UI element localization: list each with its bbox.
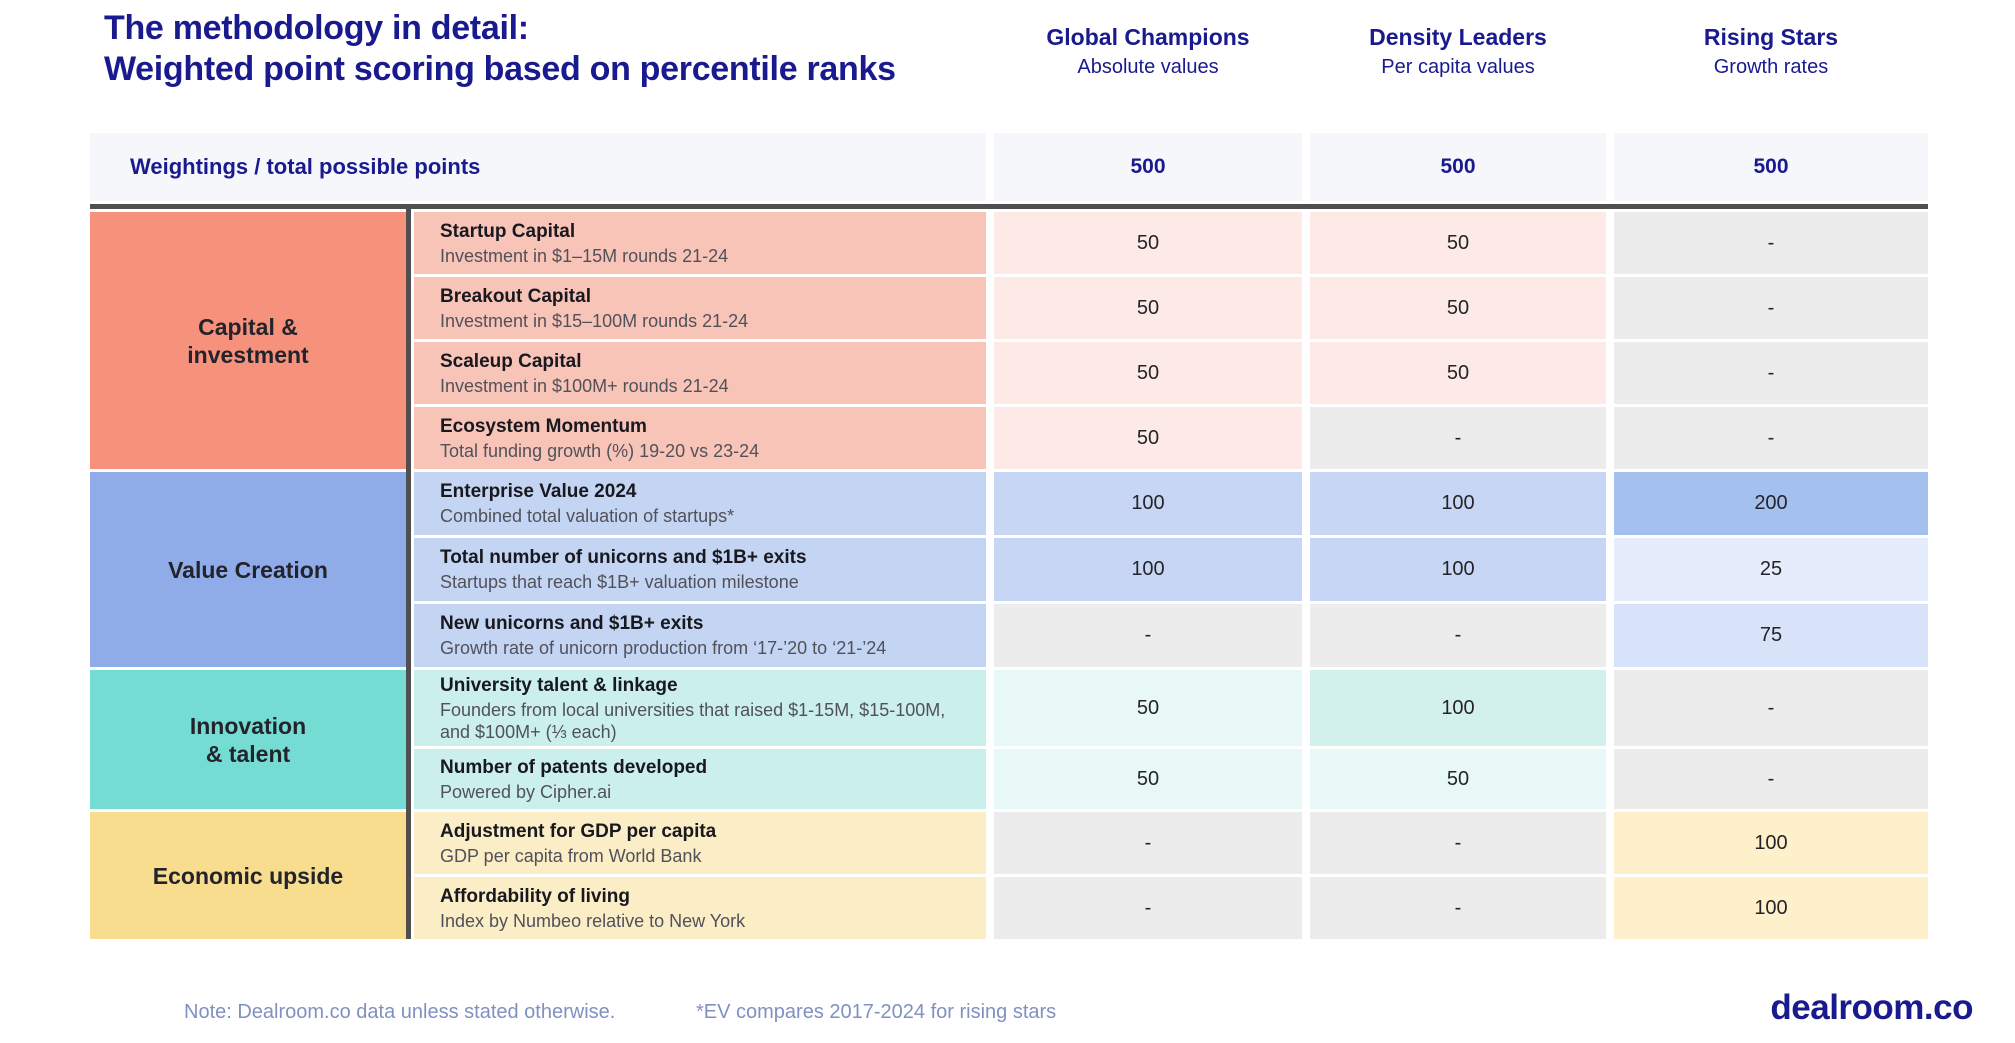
row-subtitle: Powered by Cipher.ai <box>440 781 612 802</box>
value-cell: 50 <box>1310 212 1606 274</box>
column-title: Global Champions <box>1046 24 1250 50</box>
row-title: Total number of unicorns and $1B+ exits <box>440 547 807 568</box>
row-subtitle: Investment in $15–100M rounds 21-24 <box>440 310 749 331</box>
row-title: Breakout Capital <box>440 285 591 307</box>
value-cell: 100 <box>1310 538 1606 601</box>
value-cell: - <box>1614 670 1928 746</box>
value-cell: 50 <box>994 407 1302 469</box>
value-cell: 100 <box>1310 670 1606 746</box>
row-subtitle: Startups that reach $1B+ valuation miles… <box>440 572 799 592</box>
weightings-value-global-champions: 500 <box>994 133 1302 201</box>
column-header-rising-stars: Rising Stars Growth rates <box>1614 24 1928 79</box>
weightings-label: Weightings / total possible points <box>90 133 986 201</box>
value-cell: 100 <box>1310 472 1606 535</box>
value-cell: 100 <box>1614 877 1928 939</box>
row-label-affordability: Affordability of living Index by Numbeo … <box>414 877 986 939</box>
row-subtitle: Combined total valuation of startups* <box>440 506 735 526</box>
column-subtitle: Per capita values <box>1381 56 1535 78</box>
value-cell: 50 <box>994 342 1302 404</box>
value-cell: 50 <box>994 277 1302 339</box>
value-cell: - <box>1310 877 1606 939</box>
value-cell: - <box>1614 212 1928 274</box>
value-cell: - <box>1614 277 1928 339</box>
row-label-patents: Number of patents developed Powered by C… <box>414 749 986 809</box>
category-column-divider <box>406 206 411 939</box>
value-cell: 50 <box>994 212 1302 274</box>
column-header-density-leaders: Density Leaders Per capita values <box>1310 24 1606 79</box>
row-subtitle: Investment in $100M+ rounds 21-24 <box>440 375 729 396</box>
row-label-gdp-adjustment: Adjustment for GDP per capita GDP per ca… <box>414 812 986 874</box>
row-label-new-unicorns: New unicorns and $1B+ exits Growth rate … <box>414 604 986 667</box>
page-title-line2: Weighted point scoring based on percenti… <box>104 50 896 88</box>
value-cell: 50 <box>1310 277 1606 339</box>
row-subtitle: Index by Numbeo relative to New York <box>440 910 746 931</box>
methodology-table: Weightings / total possible points 500 5… <box>90 133 1928 939</box>
weightings-value-density-leaders: 500 <box>1310 133 1606 201</box>
row-title: Startup Capital <box>440 220 576 242</box>
row-title: Enterprise Value 2024 <box>440 481 637 502</box>
value-cell: 200 <box>1614 472 1928 535</box>
value-cell: 100 <box>994 538 1302 601</box>
value-cell: - <box>1614 407 1928 469</box>
dealroom-logo: dealroom.co <box>1770 988 1973 1027</box>
table-header-divider <box>90 204 1928 209</box>
row-subtitle: Growth rate of unicorn production from ‘… <box>440 638 887 658</box>
column-subtitle: Growth rates <box>1713 56 1829 78</box>
row-title: Number of patents developed <box>440 756 708 778</box>
value-cell: - <box>1310 407 1606 469</box>
value-cell: 50 <box>1310 342 1606 404</box>
row-title: Ecosystem Momentum <box>440 415 647 437</box>
column-subtitle: Absolute values <box>1077 56 1219 78</box>
value-cell: 100 <box>994 472 1302 535</box>
value-cell: 50 <box>994 670 1302 746</box>
row-label-total-unicorns: Total number of unicorns and $1B+ exits … <box>414 538 986 601</box>
value-cell: - <box>1614 342 1928 404</box>
row-title: Affordability of living <box>440 885 630 907</box>
value-cell: - <box>1310 604 1606 667</box>
value-cell: 50 <box>994 749 1302 809</box>
value-cell: 75 <box>1614 604 1928 667</box>
row-label-enterprise-value: Enterprise Value 2024 Combined total val… <box>414 472 986 535</box>
value-cell: - <box>1310 812 1606 874</box>
value-cell: 50 <box>1310 749 1606 809</box>
category-value-creation: Value Creation <box>90 472 406 667</box>
category-capital-investment: Capital & investment <box>90 212 406 469</box>
row-title: Adjustment for GDP per capita <box>440 820 717 842</box>
page-title: The methodology in detail: Weighted poin… <box>104 8 896 90</box>
value-cell: - <box>994 812 1302 874</box>
value-cell: 25 <box>1614 538 1928 601</box>
row-label-startup-capital: Startup Capital Investment in $1–15M rou… <box>414 212 986 274</box>
page-title-line1: The methodology in detail: <box>104 9 529 47</box>
row-subtitle: Total funding growth (%) 19-20 vs 23-24 <box>440 440 760 461</box>
row-label-university-talent: University talent & linkage Founders fro… <box>414 670 986 746</box>
row-subtitle: GDP per capita from World Bank <box>440 845 702 866</box>
footer-note-source: Note: Dealroom.co data unless stated oth… <box>184 1001 616 1023</box>
row-label-breakout-capital: Breakout Capital Investment in $15–100M … <box>414 277 986 339</box>
weightings-value-rising-stars: 500 <box>1614 133 1928 201</box>
column-title: Density Leaders <box>1369 24 1547 50</box>
row-title: Scaleup Capital <box>440 350 582 372</box>
row-label-ecosystem-momentum: Ecosystem Momentum Total funding growth … <box>414 407 986 469</box>
category-economic-upside: Economic upside <box>90 812 406 939</box>
value-cell: - <box>1614 749 1928 809</box>
value-cell: - <box>994 604 1302 667</box>
row-label-scaleup-capital: Scaleup Capital Investment in $100M+ rou… <box>414 342 986 404</box>
column-header-global-champions: Global Champions Absolute values <box>994 24 1302 79</box>
value-cell: 100 <box>1614 812 1928 874</box>
footer-note-ev: *EV compares 2017-2024 for rising stars <box>696 1001 1057 1023</box>
row-title: University talent & linkage <box>440 674 678 696</box>
row-subtitle: Investment in $1–15M rounds 21-24 <box>440 245 729 266</box>
value-cell: - <box>994 877 1302 939</box>
category-innovation-talent: Innovation & talent <box>90 670 406 809</box>
row-subtitle: Founders from local universities that ra… <box>440 699 946 742</box>
row-title: New unicorns and $1B+ exits <box>440 613 704 634</box>
column-title: Rising Stars <box>1703 24 1839 50</box>
